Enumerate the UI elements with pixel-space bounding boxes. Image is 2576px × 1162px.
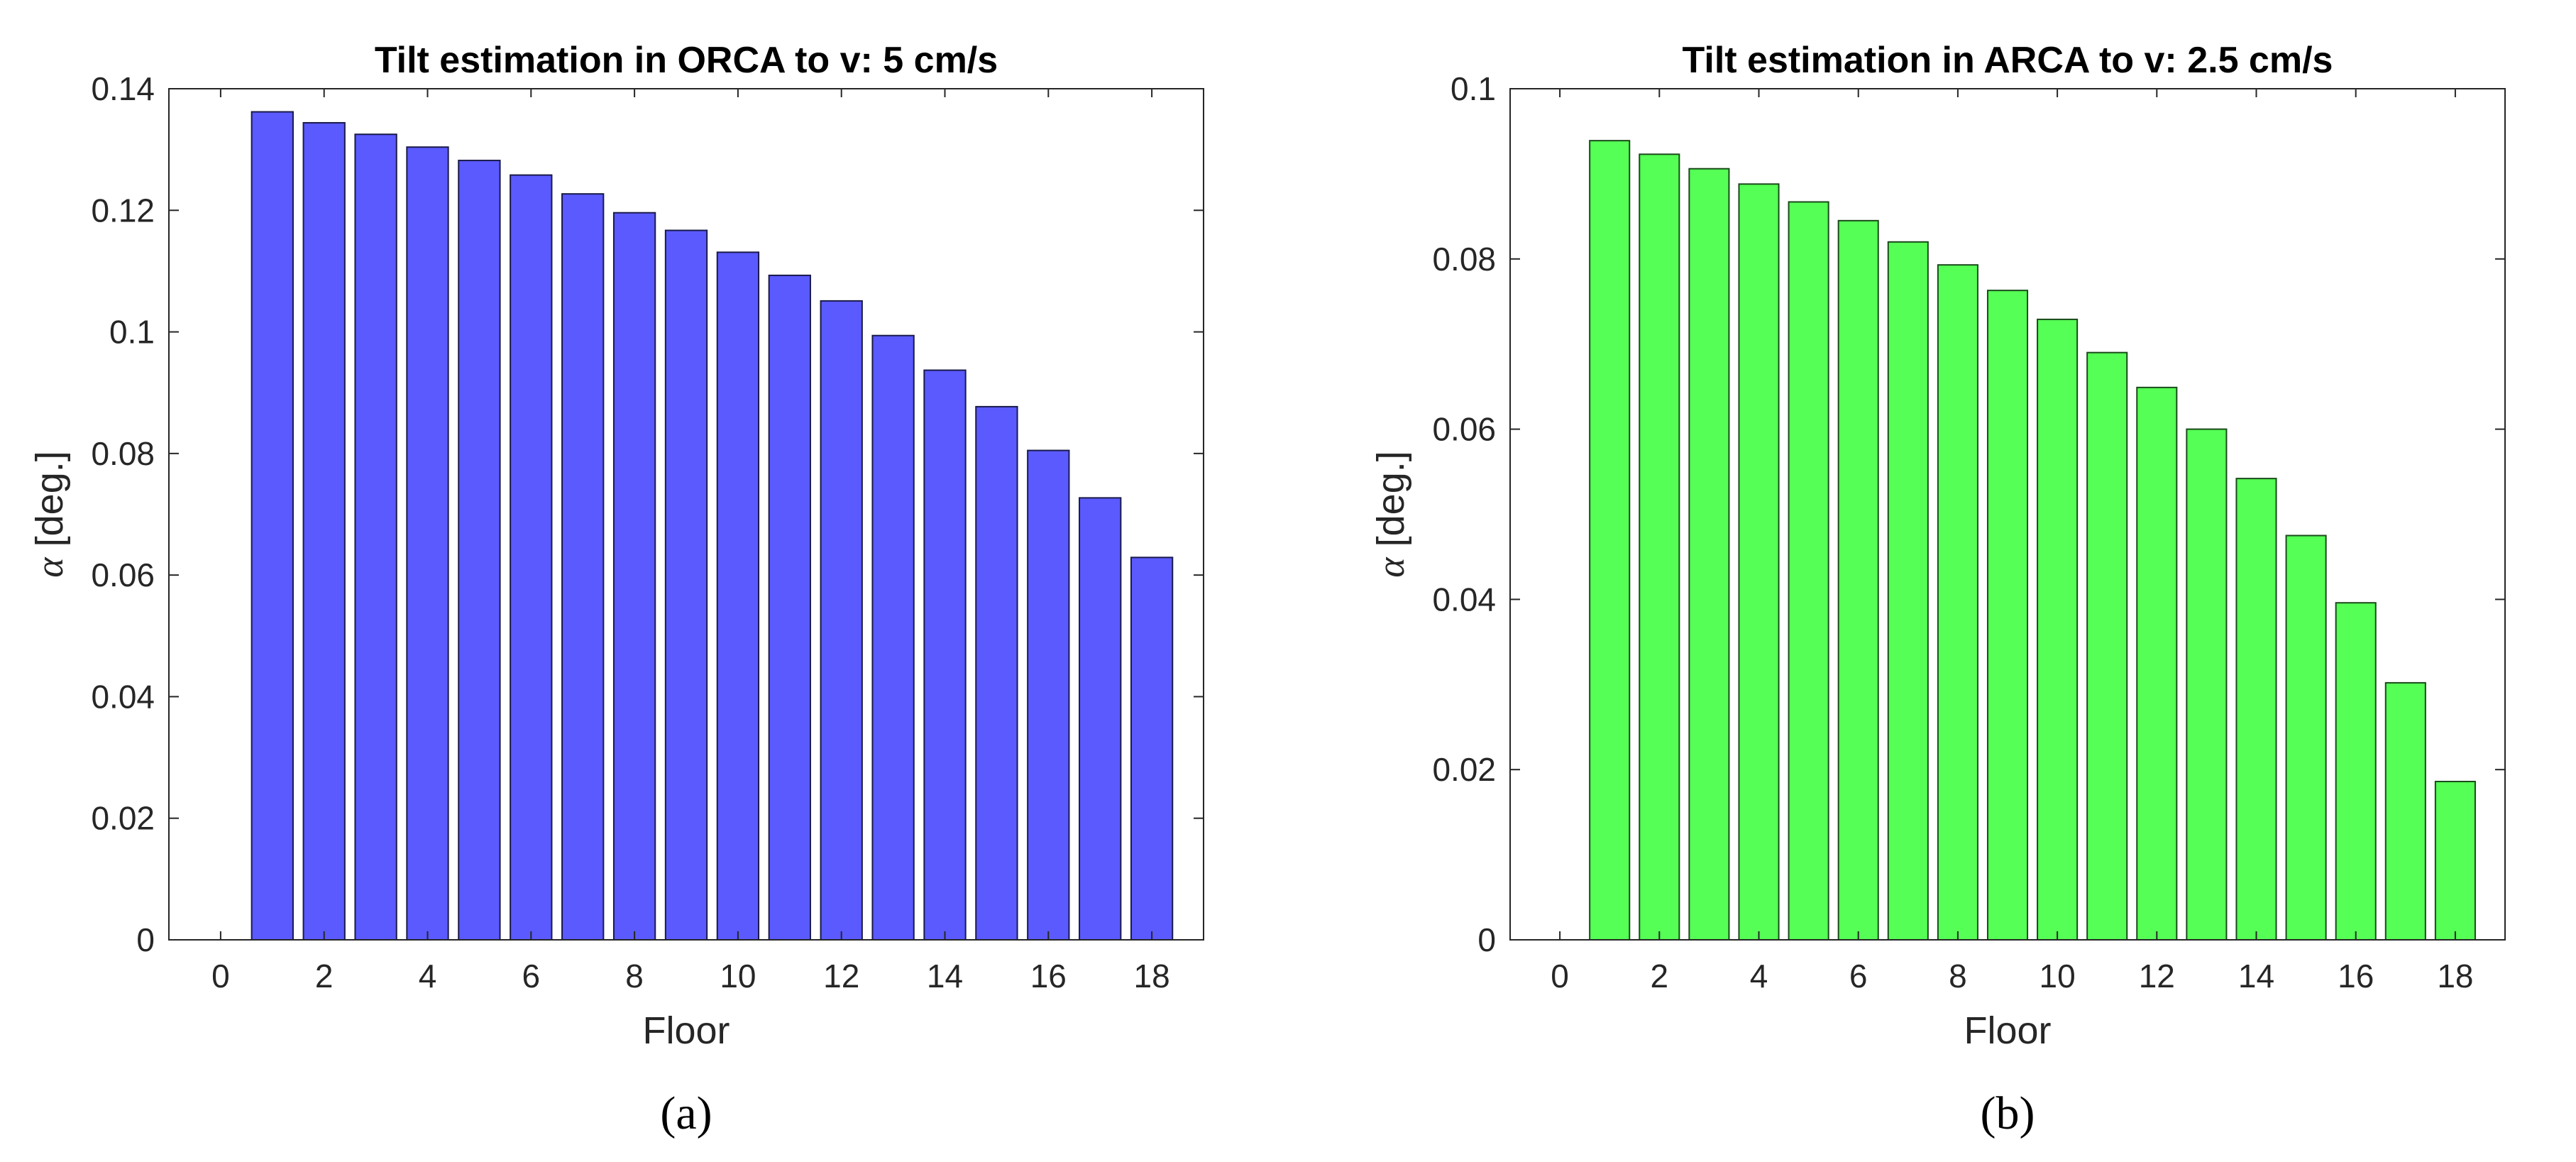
chart-b-ytick-label-5: 0.1 — [1451, 70, 1496, 107]
chart-b-ytick-label-2: 0.04 — [1432, 581, 1496, 618]
chart-b-xtick-label-6: 6 — [1849, 958, 1868, 994]
chart-a-bar-floor-15 — [975, 405, 1018, 941]
chart-a-bar-floor-7 — [561, 193, 605, 941]
chart-b-xtick-label-4: 4 — [1750, 958, 1768, 994]
chart-a-bar-floor-2 — [302, 121, 346, 941]
chart-a-ytick-label-2: 0.04 — [91, 678, 155, 715]
chart-b-ytick-label-1: 0.02 — [1432, 751, 1496, 788]
chart-b-bar-floor-18 — [2434, 780, 2476, 941]
chart-b-panel-label: (b) — [1981, 1087, 2035, 1139]
chart-b-xlabel: Floor — [1964, 1009, 2051, 1052]
chart-b-xtick-label-16: 16 — [2338, 958, 2374, 994]
chart-b-bar-floor-7 — [1887, 241, 1929, 941]
chart-a-xtick-label-8: 8 — [625, 958, 644, 994]
chart-a-ytick-label-0: 0 — [136, 921, 155, 958]
chart-a-bar-floor-1 — [251, 111, 294, 941]
chart-b-ylabel: α [deg.] — [1370, 451, 1412, 577]
chart-b-ytick-label-0: 0 — [1477, 921, 1496, 958]
chart-b-bar-floor-15 — [2285, 535, 2327, 941]
chart-b-bar-floor-1 — [1589, 140, 1631, 941]
chart-a-ytick-label-3: 0.06 — [91, 557, 155, 593]
chart-b-title: Tilt estimation in ARCA to v: 2.5 cm/s — [1683, 40, 2333, 81]
chart-a-bar-floor-5 — [458, 160, 501, 941]
chart-a-bar-floor-11 — [768, 274, 811, 941]
chart-a-ytick-label-5: 0.1 — [109, 314, 155, 351]
chart-a-orca-tilt: 0 2 4 6 8 10 12 14 16 18 0 0.02 0.04 0.06 0.08 0.1 0.12 0… — [28, 40, 1204, 1139]
chart-b-bar-floor-4 — [1738, 183, 1780, 941]
chart-a-bar-floor-14 — [923, 369, 967, 941]
chart-a-bar-floor-3 — [354, 133, 397, 941]
chart-a-xtick-label-16: 16 — [1030, 958, 1067, 994]
chart-a-ylabel-symbol: α — [28, 557, 71, 578]
chart-a-bar-floor-16 — [1027, 449, 1070, 941]
chart-b-bar-floor-13 — [2186, 428, 2228, 941]
chart-a-ylabel-text: [deg.] — [28, 451, 71, 557]
chart-a-xtick-label-2: 2 — [315, 958, 334, 994]
chart-b-bar-floor-9 — [1986, 290, 2029, 941]
chart-a-bar-floor-17 — [1079, 497, 1122, 941]
chart-a-bar-floor-10 — [716, 251, 760, 941]
chart-b-xtick-label-10: 10 — [2040, 958, 2076, 994]
chart-b-bar-floor-14 — [2235, 478, 2277, 941]
chart-b-bar-floor-6 — [1837, 219, 1879, 941]
chart-a-title: Tilt estimation in ORCA to v: 5 cm/s — [375, 40, 998, 81]
chart-a-bar-floor-8 — [612, 212, 656, 941]
chart-a-xtick-label-14: 14 — [927, 958, 963, 994]
chart-b-xtick-label-8: 8 — [1949, 958, 1967, 994]
chart-b-xtick-label-12: 12 — [2139, 958, 2175, 994]
chart-a-xtick-label-6: 6 — [522, 958, 541, 994]
chart-b-ytick-label-4: 0.08 — [1432, 241, 1496, 278]
chart-a-xtick-label-12: 12 — [823, 958, 859, 994]
chart-a-ytick-label-4: 0.08 — [91, 435, 155, 472]
chart-b-xtick-label-0: 0 — [1551, 958, 1569, 994]
chart-b-bar-floor-16 — [2335, 602, 2377, 941]
chart-a-bar-floor-12 — [820, 300, 863, 941]
chart-b-bar-floor-17 — [2384, 681, 2426, 941]
chart-a-xtick-label-0: 0 — [211, 958, 230, 994]
chart-a-ylabel: α [deg.] — [28, 451, 71, 577]
chart-a-bar-floor-13 — [871, 334, 915, 941]
chart-a-ytick-label-7: 0.14 — [91, 70, 155, 107]
chart-b-ylabel-symbol: α — [1370, 557, 1412, 578]
chart-b-arca-tilt: 0 2 4 6 8 10 12 14 16 18 0 0.02 0.04 0.06 0.08 0.1 Tilt … — [1370, 40, 2506, 1139]
chart-a-xtick-label-10: 10 — [720, 958, 756, 994]
chart-a-ytick-label-1: 0.02 — [91, 800, 155, 837]
chart-a-axes-box — [168, 88, 1204, 941]
chart-b-bar-floor-10 — [2037, 318, 2079, 941]
chart-a-bar-floor-18 — [1130, 557, 1174, 941]
chart-b-xtick-label-2: 2 — [1651, 958, 1669, 994]
chart-b-xtick-label-14: 14 — [2238, 958, 2274, 994]
chart-a-xtick-label-4: 4 — [419, 958, 437, 994]
chart-b-xtick-label-18: 18 — [2437, 958, 2473, 994]
chart-b-bar-floor-5 — [1788, 201, 1829, 941]
chart-b-bar-floor-2 — [1639, 153, 1680, 941]
chart-b-axes-box — [1509, 88, 2506, 941]
chart-a-bar-floor-9 — [664, 229, 708, 941]
chart-a-panel-label: (a) — [660, 1087, 712, 1139]
chart-b-bar-floor-11 — [2086, 351, 2128, 941]
chart-a-xtick-label-18: 18 — [1134, 958, 1170, 994]
chart-b-bar-floor-12 — [2136, 386, 2178, 941]
chart-b-ylabel-text: [deg.] — [1370, 451, 1412, 557]
chart-b-bar-floor-3 — [1688, 168, 1730, 941]
chart-b-ytick-label-3: 0.06 — [1432, 411, 1496, 448]
chart-a-bar-floor-6 — [510, 174, 553, 941]
chart-b-bar-floor-8 — [1937, 264, 1978, 941]
chart-a-xlabel: Floor — [642, 1009, 730, 1052]
chart-a-ytick-label-6: 0.12 — [91, 192, 155, 229]
chart-a-bar-floor-4 — [406, 146, 449, 941]
